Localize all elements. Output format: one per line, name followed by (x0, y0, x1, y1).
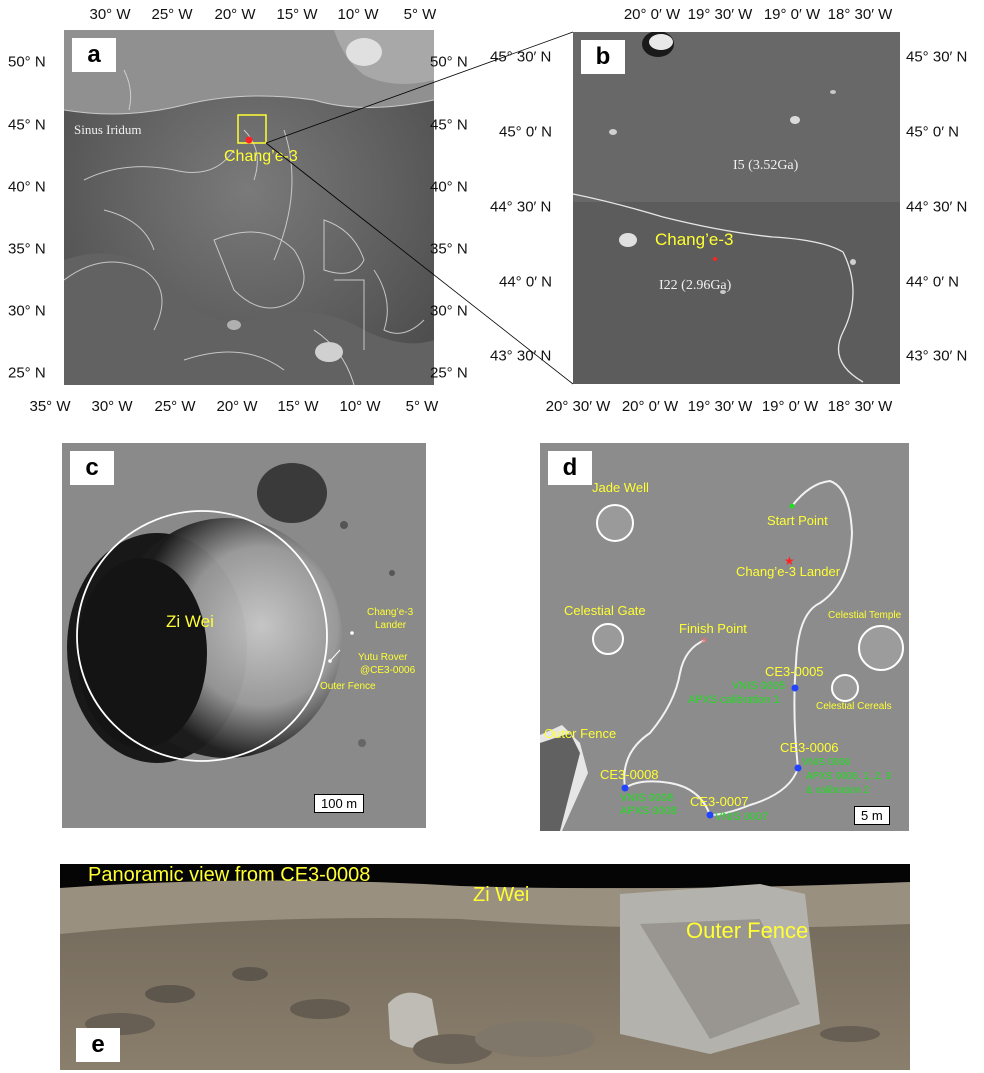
a-bottom-tick: 30° W (91, 398, 133, 415)
a-top-tick: 30° W (89, 6, 131, 23)
a-top-tick: 5° W (403, 6, 437, 23)
a-top-tick: 15° W (276, 6, 318, 23)
svg-text:★: ★ (784, 554, 795, 568)
outer-fence-label-d: Outer Fence (544, 726, 617, 741)
panel-e-label: e (76, 1028, 120, 1062)
start-point-label: Start Point (767, 513, 828, 528)
b-left-tick: 43° 30′ N (490, 347, 552, 365)
a-right-tick: 45° N (430, 116, 468, 134)
b-left-tick: 45° 0′ N (499, 123, 553, 141)
b-right-tick: 45° 0′ N (906, 123, 960, 141)
b-top-tick: 20° 0′ W (623, 6, 681, 23)
panel-a-image (64, 30, 434, 385)
svg-text:×: × (700, 635, 708, 646)
a-top-tick: 10° W (337, 6, 379, 23)
b-right-tick: 44° 0′ N (906, 273, 960, 291)
panel-c-terrain (62, 443, 426, 828)
a-bottom-tick: 20° W (216, 398, 258, 415)
b-left-tick: 44° 30′ N (490, 198, 552, 216)
panel-b-map: b I5 (3.52Ga) I22 (2.96Ga) Chang’e-3 (573, 32, 900, 384)
b-top-tick: 19° 30′ W (687, 6, 753, 23)
panel-e-panorama: Panoramic view from CE3-0008 Zi Wei Oute… (60, 864, 910, 1070)
sinus-iridum-label: Sinus Iridum (74, 122, 142, 137)
celestial-temple-label: Celestial Temple (828, 610, 902, 621)
station-ce3-0006-vnis: VNIS 0006 (802, 757, 851, 768)
panel-d-traverse-map: ★ × d Jade Well Celestial Gate Celestial… (540, 443, 909, 831)
b-bottom-tick: 19° 0′ W (761, 398, 819, 415)
panel-b-label: b (581, 40, 625, 74)
a-bottom-tick: 25° W (154, 398, 196, 415)
unit-i22-label: I22 (2.96Ga) (659, 278, 732, 293)
outer-fence-label-e: Outer Fence (686, 918, 809, 943)
panel-a-map: a Sinus Iridum Chang’e-3 (64, 30, 434, 385)
panel-a-label: a (72, 38, 116, 72)
station-ce3-0008-apxs: APXS 0008 (620, 805, 677, 817)
station-ce3-0006-cal: & calibration 2 (806, 785, 870, 796)
jade-well-label: Jade Well (592, 480, 649, 495)
b-bottom-tick: 20° 0′ W (621, 398, 679, 415)
panorama-title: Panoramic view from CE3-0008 (88, 864, 371, 886)
a-left-tick: 50° N (8, 53, 46, 71)
a-left-tick: 45° N (8, 116, 46, 134)
station-ce3-0005-apxs: APXS calibration 1 (688, 694, 780, 706)
panel-d-label: d (548, 451, 592, 485)
unit-i5-label: I5 (3.52Ga) (733, 158, 799, 173)
celestial-gate-label: Celestial Gate (564, 603, 646, 618)
b-right-tick: 45° 30′ N (906, 48, 968, 66)
change3-site-label-b: Chang’e-3 (655, 230, 734, 249)
panel-d-terrain: ★ × (540, 443, 909, 831)
b-left-tick: 44° 0′ N (499, 273, 553, 291)
a-top-tick: 20° W (214, 6, 256, 23)
celestial-cereals-label: Celestial Cereals (816, 701, 892, 712)
panel-e-scene (60, 864, 910, 1070)
a-right-tick: 35° N (430, 240, 468, 258)
panel-b-image (573, 32, 900, 384)
finish-point-label: Finish Point (679, 621, 747, 636)
panel-c-label: c (70, 451, 114, 485)
panel-c-image: c Zi Wei Chang’e-3 Lander Yutu Rover @CE… (62, 443, 426, 828)
a-left-tick: 25° N (8, 364, 46, 382)
zi-wei-label-c: Zi Wei (166, 612, 214, 631)
station-ce3-0005-vnis: VNIS 0005 (732, 680, 786, 692)
b-top-tick: 18° 30′ W (827, 6, 893, 23)
rover-label-c-1: Yutu Rover (358, 652, 408, 663)
b-right-tick: 43° 30′ N (906, 347, 968, 365)
a-right-tick: 25° N (430, 364, 468, 382)
a-bottom-tick: 10° W (339, 398, 381, 415)
b-left-tick: 45° 30′ N (490, 48, 552, 66)
change3-site-label-a: Chang’e-3 (224, 148, 298, 165)
b-top-tick: 19° 0′ W (763, 6, 821, 23)
a-right-tick: 50° N (430, 53, 468, 71)
station-ce3-0007-label: CE3-0007 (690, 794, 749, 809)
a-right-tick: 30° N (430, 302, 468, 320)
a-bottom-tick: 15° W (277, 398, 319, 415)
b-bottom-tick: 19° 30′ W (687, 398, 753, 415)
a-left-tick: 40° N (8, 178, 46, 196)
station-ce3-0007-vnis: VNIS 0007 (715, 811, 769, 823)
a-left-tick: 30° N (8, 302, 46, 320)
station-ce3-0008-vnis: VNIS 0008 (620, 792, 674, 804)
station-ce3-0008-label: CE3-0008 (600, 767, 659, 782)
zi-wei-label-e: Zi Wei (473, 884, 530, 906)
a-bottom-tick: 35° W (29, 398, 71, 415)
scale-bar-d: 5 m (854, 806, 890, 825)
lander-label-c-2: Lander (375, 620, 407, 631)
station-ce3-0006-apxs: APXS 0006, 1, 2, 3 (806, 771, 892, 782)
station-ce3-0005-label: CE3-0005 (765, 664, 824, 679)
lander-label-c-1: Chang’e-3 (367, 607, 414, 618)
b-bottom-tick: 20° 30′ W (545, 398, 611, 415)
a-left-tick: 35° N (8, 240, 46, 258)
b-bottom-tick: 18° 30′ W (827, 398, 893, 415)
scale-bar-c: 100 m (314, 794, 365, 813)
station-ce3-0006-label: CE3-0006 (780, 740, 839, 755)
outer-fence-label-c: Outer Fence (320, 681, 376, 692)
a-right-tick: 40° N (430, 178, 468, 196)
lander-label-d: Chang’e-3 Lander (736, 564, 841, 579)
a-bottom-tick: 5° W (405, 398, 439, 415)
rover-label-c-2: @CE3-0006 (360, 665, 416, 676)
b-right-tick: 44° 30′ N (906, 198, 968, 216)
a-top-tick: 25° W (151, 6, 193, 23)
